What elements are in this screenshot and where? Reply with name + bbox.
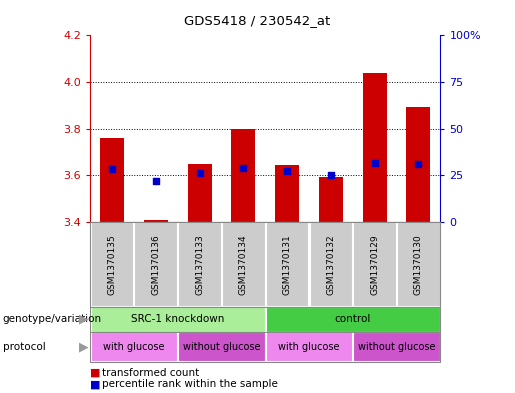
Bar (406, 107, 431, 222)
Text: with glucose: with glucose (103, 342, 165, 352)
Text: SRC-1 knockdown: SRC-1 knockdown (131, 314, 225, 324)
Text: GSM1370133: GSM1370133 (195, 234, 204, 295)
Bar (363, 73, 387, 222)
Text: without glucose: without glucose (183, 342, 260, 352)
Point (239, 165, 247, 171)
Bar (231, 129, 255, 222)
Text: ■: ■ (90, 379, 100, 389)
Text: transformed count: transformed count (102, 367, 199, 378)
Bar (100, 138, 124, 222)
Text: GSM1370135: GSM1370135 (108, 234, 116, 295)
Text: ▶: ▶ (79, 313, 89, 326)
Point (327, 172, 335, 178)
Text: control: control (335, 314, 371, 324)
Text: percentile rank within the sample: percentile rank within the sample (102, 379, 278, 389)
Text: ■: ■ (90, 367, 100, 378)
Text: GDS5418 / 230542_at: GDS5418 / 230542_at (184, 14, 331, 27)
Text: GSM1370131: GSM1370131 (283, 234, 291, 295)
Text: without glucose: without glucose (358, 342, 435, 352)
Bar (144, 220, 168, 222)
Text: GSM1370132: GSM1370132 (327, 234, 335, 295)
Text: GSM1370129: GSM1370129 (370, 234, 379, 295)
Text: GSM1370136: GSM1370136 (151, 234, 160, 295)
Point (196, 170, 204, 176)
Text: genotype/variation: genotype/variation (3, 314, 101, 324)
Point (151, 178, 160, 184)
Point (414, 161, 422, 167)
Point (108, 166, 116, 172)
Bar (187, 164, 212, 222)
Bar (319, 176, 343, 222)
Text: ▶: ▶ (79, 340, 89, 353)
Point (370, 160, 379, 166)
Text: with glucose: with glucose (278, 342, 340, 352)
Text: GSM1370130: GSM1370130 (414, 234, 423, 295)
Bar (275, 165, 299, 222)
Text: protocol: protocol (3, 342, 45, 352)
Text: GSM1370134: GSM1370134 (239, 234, 248, 295)
Point (283, 168, 291, 174)
